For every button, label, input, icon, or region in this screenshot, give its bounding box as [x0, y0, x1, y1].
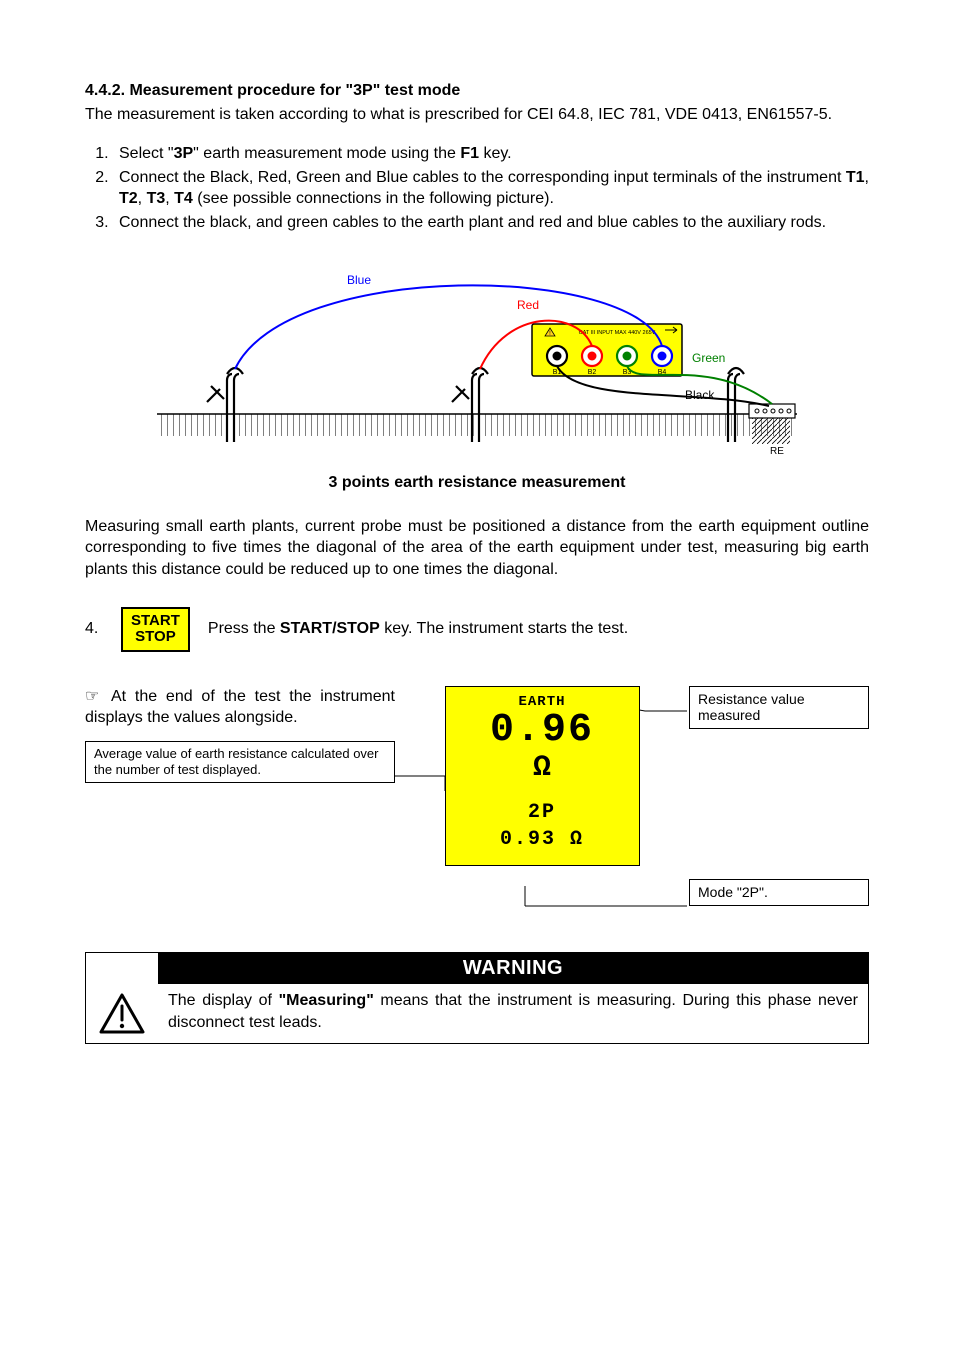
- step-3: Connect the black, and green cables to t…: [113, 212, 869, 234]
- step2-post: (see possible connections in the followi…: [193, 190, 554, 207]
- lcd-sub: 0.93 Ω: [446, 826, 639, 853]
- step1-b1: 3P: [174, 145, 194, 162]
- step-2: Connect the Black, Red, Green and Blue c…: [113, 167, 869, 210]
- b2-label: B2: [588, 369, 597, 376]
- lcd-mode: 2P: [446, 799, 639, 826]
- results-left-col: ☞ At the end of the test the instrument …: [85, 686, 395, 784]
- warning-icon-cell: [86, 984, 158, 1043]
- figure-caption: 3 points earth resistance measurement: [85, 472, 869, 494]
- step4-pre: Press the: [208, 620, 280, 637]
- callout-mode: Mode "2P".: [689, 879, 869, 906]
- black-label: Black: [685, 388, 715, 402]
- results-right-col: Resistance value measured Mode "2P".: [689, 686, 869, 906]
- steps-list: Select "3P" earth measurement mode using…: [85, 143, 869, 233]
- measuring-paragraph: Measuring small earth plants, current pr…: [85, 516, 869, 581]
- step-4-row: 4. START STOP Press the START/STOP key. …: [85, 607, 869, 652]
- warning-text: The display of "Measuring" means that th…: [158, 984, 868, 1043]
- hand-icon: ☞: [85, 686, 103, 708]
- warning-header: WARNING: [158, 953, 868, 984]
- step2-s1: ,: [865, 169, 869, 186]
- step1-post: key.: [479, 145, 512, 162]
- start-stop-line2: STOP: [131, 629, 180, 646]
- callout-resistance: Resistance value measured: [689, 686, 869, 730]
- step4-number: 4.: [85, 618, 103, 640]
- blue-label: Blue: [347, 273, 371, 287]
- step2-t1: T1: [846, 169, 865, 186]
- start-stop-line1: START: [131, 613, 180, 630]
- red-label: Red: [517, 298, 539, 312]
- step4-bold: START/STOP: [280, 620, 380, 637]
- green-label: Green: [692, 351, 725, 365]
- step2-s2: ,: [138, 190, 147, 207]
- step4-text: Press the START/STOP key. The instrument…: [208, 618, 869, 640]
- step1-pre: Select ": [119, 145, 174, 162]
- device-warn-label: CAT III INPUT MAX 440V 265V: [579, 330, 656, 336]
- wiring-svg: RE ! CAT III INPUT MAX 440V 265V B1: [137, 254, 817, 454]
- warn-bold: "Measuring": [279, 992, 374, 1009]
- step-1: Select "3P" earth measurement mode using…: [113, 143, 869, 165]
- warn-pre: The display of: [168, 992, 279, 1009]
- section-heading: 4.4.2. Measurement procedure for "3P" te…: [85, 80, 869, 102]
- re-label: RE: [770, 446, 784, 454]
- lcd-value: 0.96: [446, 711, 639, 751]
- step4-post: key. The instrument starts the test.: [380, 620, 628, 637]
- wiring-diagram: RE ! CAT III INPUT MAX 440V 265V B1: [85, 254, 869, 461]
- step2-pre: Connect the Black, Red, Green and Blue c…: [119, 169, 846, 186]
- step2-t3: T3: [147, 190, 166, 207]
- lcd-omega: Ω: [446, 753, 639, 783]
- avg-value-box: Average value of earth resistance calcul…: [85, 741, 395, 784]
- start-stop-button: START STOP: [121, 607, 190, 652]
- results-left-text: At the end of the test the instrument di…: [85, 688, 395, 727]
- section-intro: The measurement is taken according to wh…: [85, 104, 869, 126]
- step1-b2: F1: [460, 145, 479, 162]
- step2-t4: T4: [174, 190, 193, 207]
- results-block: ☞ At the end of the test the instrument …: [85, 686, 869, 906]
- lcd-display: EARTH 0.96 Ω 2P 0.93 Ω: [445, 686, 640, 867]
- step2-s3: ,: [165, 190, 174, 207]
- warning-icon: [98, 992, 146, 1036]
- warning-box: WARNING The display of "Measuring" means…: [85, 952, 869, 1044]
- step1-mid: " earth measurement mode using the: [193, 145, 460, 162]
- step2-t2: T2: [119, 190, 138, 207]
- results-left-top: ☞ At the end of the test the instrument …: [85, 686, 395, 729]
